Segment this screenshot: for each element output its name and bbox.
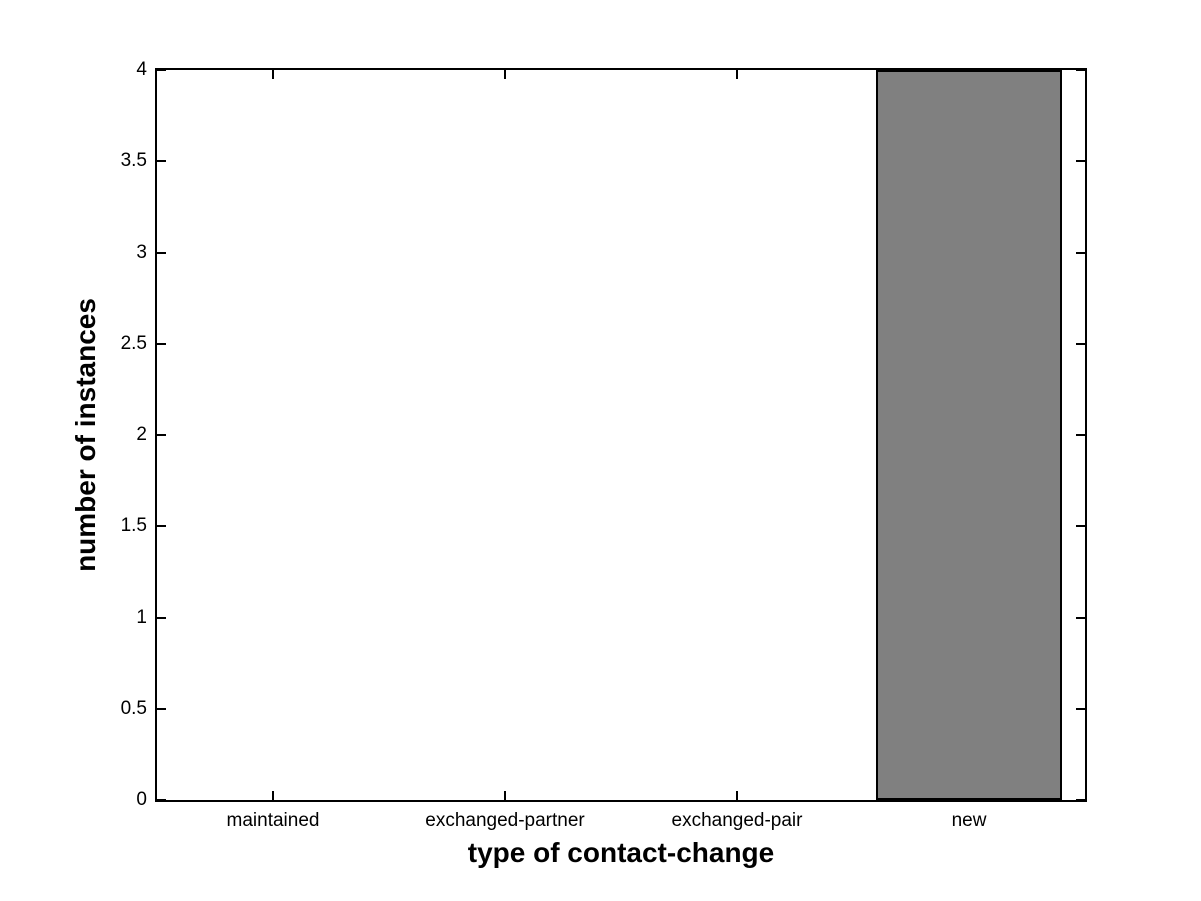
y-tick-label: 2 [136,424,147,445]
x-tick-top [272,70,274,79]
y-tick-left [157,69,166,71]
y-tick-right [1076,434,1085,436]
x-tick-top [504,70,506,79]
x-tick-label: new [951,810,987,831]
y-axis-label: number of instances [70,298,101,572]
y-tick-right [1076,525,1085,528]
y-tick-right [1076,707,1085,710]
y-tick-right [1076,251,1085,254]
y-tick-right [1076,160,1085,163]
y-tick-label: 3 [136,241,147,263]
y-tick-label: 3.5 [120,150,147,172]
y-tick-right [1076,342,1085,345]
y-tick-label: 4 [136,59,147,80]
y-tick-label: 0 [136,789,147,810]
x-tick-label: exchanged-partner [425,810,585,831]
y-axis-tick-labels: 0 0.5 1 1.5 2 2.5 3 3.5 4 [0,59,147,810]
y-tick-left [157,799,166,801]
y-tick-left [157,160,166,163]
y-tick-left [157,707,166,710]
y-tick-right [1076,616,1085,619]
y-tick-right [1076,799,1085,801]
x-tick-bottom [272,791,274,800]
x-tick-top [736,70,738,79]
y-tick-label: 2.5 [120,332,147,354]
bar-new [876,70,1062,800]
y-tick-label: 0.5 [120,697,147,719]
y-tick-left [157,342,166,345]
plot-area [155,68,1087,802]
y-tick-left [157,616,166,619]
y-tick-label: 1.5 [120,515,147,537]
y-tick-left [157,251,166,254]
x-tick-label: maintained [226,810,320,831]
y-tick-left [157,434,166,436]
x-tick-bottom [736,791,738,800]
y-tick-left [157,525,166,528]
x-tick-bottom [504,791,506,800]
x-tick-label: exchanged-pair [671,810,803,831]
x-axis-tick-labels: maintained exchanged-partner exchanged-pai… [157,810,1085,834]
y-tick-label: 1 [136,606,147,628]
x-axis-label: type of contact-change [467,837,775,868]
y-tick-right [1076,69,1085,71]
